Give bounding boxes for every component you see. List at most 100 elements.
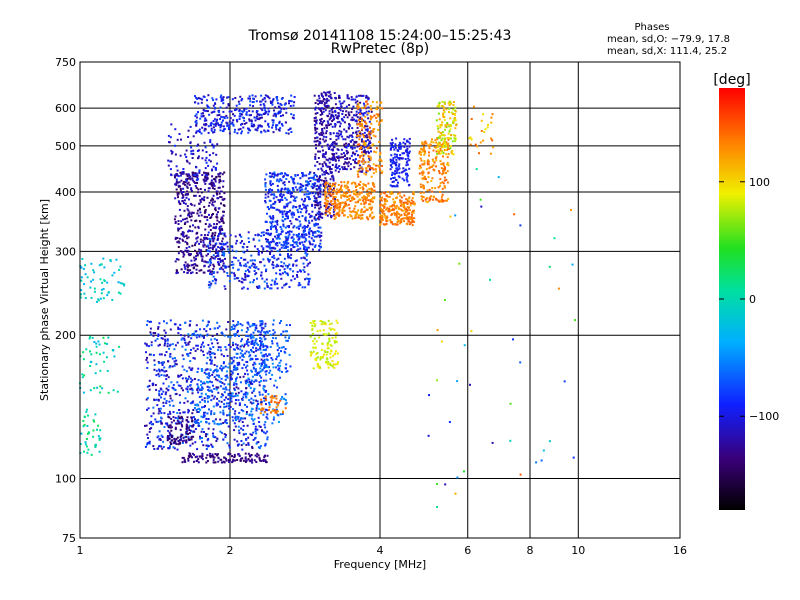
echo-point — [187, 433, 189, 436]
echo-point — [163, 412, 166, 415]
echo-point — [391, 223, 394, 226]
echo-point — [227, 404, 230, 407]
echo-point — [261, 368, 264, 371]
echo-point — [272, 418, 275, 421]
echo-point — [379, 106, 382, 109]
echo-point — [275, 128, 278, 131]
echo-point — [287, 192, 290, 194]
echo-point — [196, 212, 199, 215]
echo-point — [233, 131, 236, 134]
echo-point — [228, 412, 231, 415]
echo-point — [174, 238, 177, 241]
echo-point — [394, 213, 396, 216]
echo-point — [187, 198, 190, 201]
echo-point — [246, 369, 249, 372]
echo-point — [163, 426, 166, 428]
echo-point — [223, 391, 226, 394]
echo-point — [158, 445, 160, 448]
echo-point — [210, 235, 213, 238]
echo-point — [408, 150, 411, 153]
echo-point — [327, 183, 330, 186]
echo-point — [230, 326, 233, 328]
echo-point — [288, 230, 291, 233]
echo-point — [275, 124, 278, 127]
echo-point — [314, 158, 317, 160]
echo-point — [220, 353, 223, 356]
echo-point — [191, 177, 194, 180]
echo-point — [262, 247, 265, 250]
echo-point — [327, 104, 330, 107]
echo-point — [392, 157, 395, 160]
echo-point — [339, 102, 342, 105]
echo-point — [244, 457, 247, 460]
echo-point — [168, 426, 170, 429]
echo-point — [201, 149, 204, 152]
echo-point — [225, 405, 228, 408]
echo-point — [245, 107, 248, 110]
echo-point — [177, 240, 180, 243]
echo-point — [159, 387, 162, 390]
echo-point — [321, 121, 324, 124]
echo-point — [326, 165, 329, 168]
echo-point — [326, 124, 329, 127]
echo-point — [165, 351, 168, 353]
echo-point — [191, 392, 194, 395]
echo-point — [254, 430, 257, 433]
echo-point — [255, 409, 258, 412]
echo-point — [237, 399, 240, 402]
echo-point — [299, 190, 301, 193]
echo-point — [186, 390, 189, 393]
echo-point — [359, 110, 362, 113]
echo-point — [204, 128, 207, 131]
echo-point — [221, 232, 224, 235]
echo-point — [257, 124, 260, 127]
echo-point — [368, 135, 371, 138]
echo-point — [343, 116, 346, 119]
echo-point — [307, 219, 310, 222]
echo-point — [406, 153, 409, 156]
echo-point — [158, 322, 161, 325]
echo-point — [354, 193, 357, 196]
echo-point — [358, 130, 361, 133]
echo-point — [391, 192, 394, 195]
echo-point — [321, 165, 324, 168]
echo-point — [354, 186, 357, 188]
echo-point — [292, 114, 295, 117]
echo-point — [209, 355, 212, 358]
echo-point — [185, 173, 188, 176]
echo-point — [279, 194, 282, 197]
echo-point — [322, 98, 325, 101]
echo-point — [281, 210, 283, 213]
echo-point — [352, 159, 355, 161]
echo-point — [284, 271, 286, 273]
echo-point — [404, 217, 407, 220]
echo-point — [216, 143, 219, 146]
echo-point — [191, 419, 194, 422]
echo-point — [331, 203, 334, 206]
echo-point — [314, 231, 317, 234]
echo-point — [254, 428, 257, 431]
echo-point — [258, 362, 261, 365]
echo-point — [341, 166, 344, 169]
echo-point — [212, 461, 215, 464]
echo-point — [385, 194, 388, 197]
echo-point — [284, 187, 287, 190]
echo-point — [218, 242, 221, 245]
echo-point — [375, 164, 378, 167]
echo-point — [189, 388, 192, 391]
echo-point — [365, 100, 368, 103]
echo-point — [185, 435, 188, 438]
echo-point — [446, 181, 449, 184]
echo-point — [240, 123, 242, 126]
echo-point — [250, 350, 253, 353]
echo-point — [325, 181, 327, 184]
echo-point — [186, 263, 189, 266]
echo-point — [375, 113, 378, 116]
echo-point — [179, 189, 182, 192]
echo-point — [322, 107, 325, 110]
echo-point — [327, 196, 330, 199]
echo-point — [316, 139, 319, 142]
echo-point — [223, 270, 226, 273]
echo-point — [408, 137, 411, 140]
echo-point — [192, 430, 195, 433]
